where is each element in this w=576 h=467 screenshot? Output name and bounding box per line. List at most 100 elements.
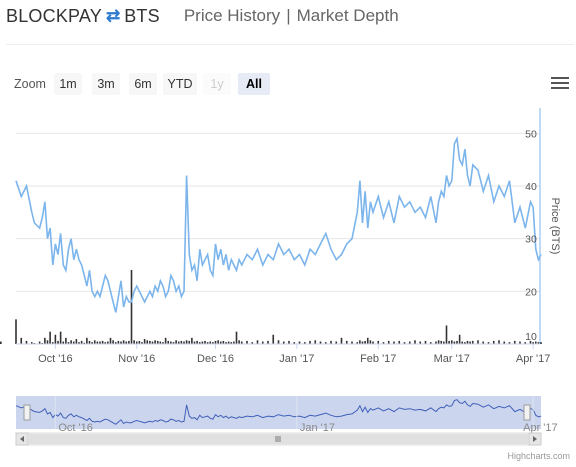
x-tick-label: Oct '16 <box>38 353 73 365</box>
navigator-tick-label: Oct '16 <box>58 422 93 434</box>
volume-bar <box>86 337 88 344</box>
price-series-line <box>15 135 542 313</box>
volume-bar <box>67 342 70 344</box>
volume-bar <box>377 340 380 344</box>
navigator-selection[interactable] <box>16 396 541 429</box>
tab-price-history[interactable]: Price History <box>183 6 281 25</box>
hamburger-menu-icon[interactable] <box>551 77 569 91</box>
volume-bar <box>159 341 162 344</box>
volume-bar <box>419 341 422 344</box>
chart-card <box>6 44 574 465</box>
y-tick-label: 50 <box>525 128 537 140</box>
x-tick-label: Dec '16 <box>197 353 234 365</box>
volume-bar <box>15 319 17 344</box>
volume-bar <box>122 340 125 344</box>
x-tick-label: Apr '17 <box>516 353 551 365</box>
zoom-3m-button[interactable]: 3m <box>92 73 120 95</box>
volume-bar <box>193 341 196 344</box>
volume-bar <box>99 341 101 344</box>
volume-bar <box>78 342 80 344</box>
volume-bar <box>456 340 458 344</box>
volume-bar <box>246 340 248 344</box>
volume-bar <box>75 339 78 344</box>
swap-arrows-icon[interactable]: ⇄ <box>105 6 121 25</box>
volume-bar <box>293 342 296 344</box>
volume-bar <box>440 340 443 344</box>
zoom-1y-button: 1y <box>203 73 231 95</box>
volume-bar <box>324 342 327 344</box>
volume-bar <box>196 340 198 344</box>
volume-bar <box>492 340 495 344</box>
volume-bar <box>101 340 104 344</box>
volume-bar <box>112 340 114 344</box>
volume-bar <box>256 340 259 344</box>
volume-bar <box>458 334 461 344</box>
volume-bar <box>191 337 193 344</box>
zoom-ytd-button[interactable]: YTD <box>163 73 197 95</box>
volume-bar <box>156 340 159 344</box>
zoom-6m-button[interactable]: 6m <box>129 73 157 95</box>
volume-bar <box>180 340 183 344</box>
navigator-tick-label: Jan '17 <box>300 422 335 434</box>
volume-bar <box>133 340 135 344</box>
scroll-left-arrow-icon <box>20 436 24 442</box>
zoom-all-button[interactable]: All <box>238 73 270 95</box>
volume-bar <box>233 341 235 344</box>
volume-bar <box>314 340 317 344</box>
navigator-right-handle[interactable] <box>523 404 531 421</box>
volume-bar <box>414 340 416 344</box>
volume-bar <box>49 331 51 344</box>
x-tick-label: Feb '17 <box>360 353 396 365</box>
y-axis-title: Price (BTS) <box>549 198 561 255</box>
zoom-1m-button[interactable]: 1m <box>54 73 82 95</box>
x-tick-label: Mar '17 <box>434 353 470 365</box>
volume-bar <box>477 340 479 344</box>
volume-bar <box>361 341 364 344</box>
volume-bar <box>170 341 172 344</box>
volume-bar <box>149 340 151 344</box>
volume-bar <box>408 341 411 344</box>
navigator-left-handle[interactable] <box>23 404 31 421</box>
volume-bar <box>214 340 217 344</box>
volume-bar <box>238 340 240 344</box>
volume-bar <box>519 341 521 344</box>
volume-bar <box>104 342 107 344</box>
volume-bar <box>359 340 361 344</box>
base-asset-label: BLOCKPAY <box>6 5 102 26</box>
volume-bar <box>175 340 177 344</box>
volume-bar <box>303 342 306 344</box>
volume-bar <box>44 337 46 344</box>
tab-market-depth[interactable]: Market Depth <box>296 6 399 25</box>
volume-bar <box>230 342 233 344</box>
volume-bar <box>188 340 191 344</box>
volume-bar <box>146 340 149 344</box>
volume-bar <box>138 340 141 344</box>
volume-bar <box>251 342 254 344</box>
volume-bar <box>219 341 222 344</box>
volume-bar <box>529 340 532 344</box>
volume-bar <box>114 342 117 344</box>
volume-bar <box>46 340 49 344</box>
volume-bar <box>0 342 2 344</box>
volume-bar <box>185 340 188 344</box>
y-tick-label: 30 <box>525 234 537 246</box>
scroll-right-arrow-icon <box>533 436 537 442</box>
volume-bar <box>513 340 516 344</box>
volume-bar <box>198 342 201 344</box>
volume-bar <box>51 342 54 344</box>
navigator-tick-label: Apr '17 <box>523 422 558 434</box>
volume-bar <box>369 340 372 344</box>
volume-bar <box>217 340 219 344</box>
volume-bar <box>88 340 91 344</box>
volume-bar <box>128 340 130 344</box>
volume-bar <box>201 341 204 344</box>
volume-bar <box>65 337 67 344</box>
highcharts-credits-link[interactable]: Highcharts.com <box>507 451 570 461</box>
volume-bar <box>277 340 280 344</box>
y-tick-label: 20 <box>525 286 537 298</box>
volume-bar <box>209 341 212 344</box>
volume-bar <box>437 340 440 344</box>
chart-nav: Price History | Market Depth <box>184 6 399 26</box>
volume-bar <box>540 342 542 344</box>
volume-bar <box>83 342 86 344</box>
